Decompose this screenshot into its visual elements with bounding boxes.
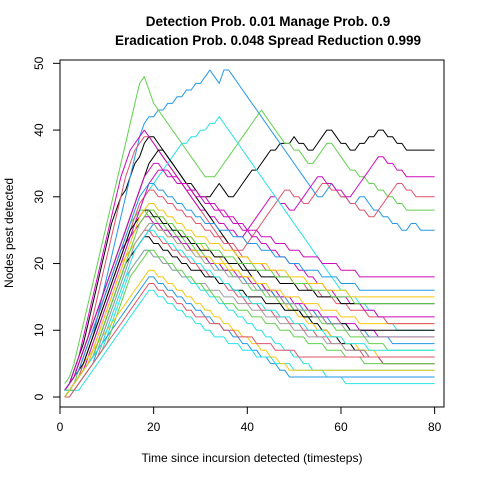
series-line-19 bbox=[64, 249, 435, 398]
chart-title: Detection Prob. 0.01 Manage Prob. 0.9 bbox=[146, 14, 391, 29]
series-line-20 bbox=[64, 169, 435, 398]
series-line-26 bbox=[64, 209, 435, 398]
series-line-27 bbox=[64, 283, 435, 398]
series-lines bbox=[64, 69, 435, 398]
x-axis: 0 20 40 60 80 bbox=[57, 406, 442, 434]
y-tick-label: 30 bbox=[32, 190, 46, 204]
series-line-4 bbox=[64, 136, 435, 391]
plot-frame bbox=[59, 59, 445, 408]
series-line-1 bbox=[64, 129, 435, 391]
y-tick-label: 40 bbox=[32, 123, 46, 137]
y-axis-label: Nodes pest detected bbox=[2, 178, 16, 288]
series-line-24 bbox=[64, 183, 435, 391]
series-line-28 bbox=[64, 162, 435, 391]
series-line-25 bbox=[64, 223, 435, 398]
series-line-29 bbox=[64, 229, 435, 391]
series-line-22 bbox=[64, 269, 435, 391]
x-tick-label: 60 bbox=[334, 420, 348, 434]
series-line-13 bbox=[64, 249, 435, 398]
series-line-9 bbox=[64, 223, 435, 398]
y-tick-label: 0 bbox=[32, 393, 46, 400]
series-line-3 bbox=[64, 76, 435, 384]
chart-subtitle: Eradication Prob. 0.048 Spread Reduction… bbox=[115, 33, 421, 48]
x-axis-label: Time since incursion detected (timesteps… bbox=[142, 451, 363, 465]
x-tick-label: 0 bbox=[57, 420, 64, 434]
x-tick-label: 80 bbox=[428, 420, 442, 434]
series-line-17 bbox=[64, 276, 435, 398]
x-tick-label: 20 bbox=[147, 420, 161, 434]
y-axis: 0 10 20 30 40 50 bbox=[32, 56, 61, 400]
series-line-5 bbox=[64, 129, 435, 391]
series-line-30 bbox=[64, 203, 435, 398]
series-line-2 bbox=[64, 69, 435, 391]
y-tick-label: 50 bbox=[32, 56, 46, 70]
y-tick-label: 10 bbox=[32, 323, 46, 337]
x-tick-label: 40 bbox=[241, 420, 255, 434]
y-tick-label: 20 bbox=[32, 257, 46, 271]
